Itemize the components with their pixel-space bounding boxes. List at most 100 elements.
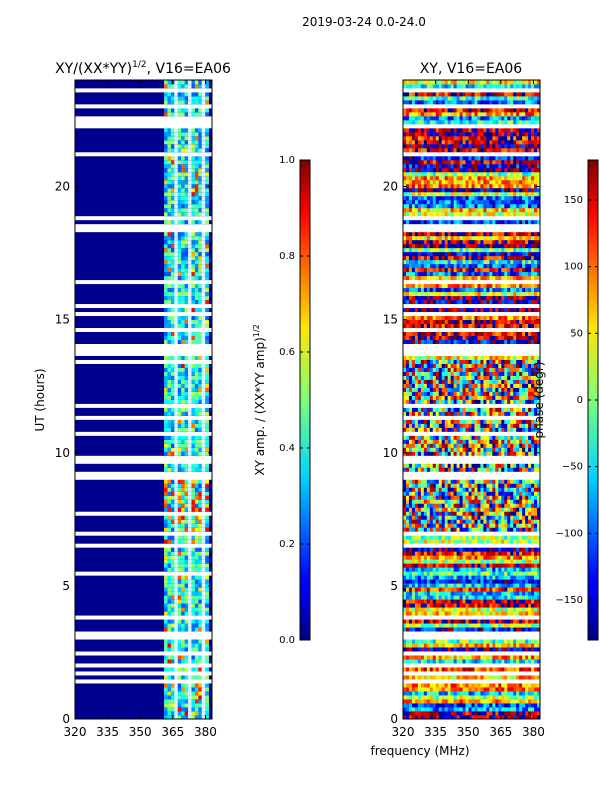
phase-heatmap-cell [463,619,466,623]
amplitude-heatmap-cell [202,364,206,368]
phase-heatmap-cell [409,380,412,384]
amplitude-heatmap-cell [174,427,178,431]
phase-heatmap-cell [448,607,451,611]
phase-heatmap-cell [403,523,406,527]
phase-heatmap-cell [516,623,519,627]
phase-heatmap-cell [442,519,445,523]
amplitude-heatmap-row-gap [75,304,212,308]
phase-heatmap-cell [477,491,480,495]
phase-heatmap-cell [463,396,466,400]
amplitude-heatmap-cell [202,579,206,583]
phase-heatmap-cell [433,675,436,679]
amplitude-heatmap-cell [174,707,178,711]
phase-heatmap-cell [480,463,483,467]
phase-heatmap-cell [433,439,436,443]
phase-heatmap-cell [492,707,495,711]
phase-heatmap-cell [424,507,427,511]
amplitude-heatmap-cell [167,439,171,443]
amplitude-heatmap-cell [188,332,192,336]
phase-heatmap-cell [451,603,454,607]
phase-heatmap-cell [522,547,525,551]
phase-heatmap-cell [439,483,442,487]
phase-heatmap-cell [525,499,528,503]
amplitude-heatmap-cell [181,160,185,164]
amplitude-heatmap-cell [174,108,178,112]
phase-heatmap-cell [519,499,522,503]
phase-heatmap-cell [406,447,409,451]
amplitude-heatmap-cell [188,184,192,188]
phase-heatmap-cell [421,487,424,491]
phase-heatmap-cell [510,503,513,507]
phase-heatmap-cell [516,499,519,503]
phase-heatmap-cell [442,639,445,643]
amplitude-heatmap-cell [205,483,209,487]
amplitude-heatmap-cell [188,507,192,511]
amplitude-heatmap-cell [188,316,192,320]
amplitude-heatmap-cell [188,364,192,368]
amplitude-heatmap-cell [198,108,202,112]
amplitude-heatmap-cell [205,647,209,651]
phase-heatmap-cell [498,463,501,467]
amplitude-heatmap-cell [202,368,206,372]
phase-heatmap-cell [454,491,457,495]
phase-heatmap-cell [472,427,475,431]
amplitude-heatmap-cell [202,675,206,679]
phase-heatmap-cell [418,647,421,651]
phase-heatmap-cell [516,707,519,711]
amplitude-heatmap-cell [171,276,175,280]
phase-heatmap-cell [442,511,445,515]
amplitude-heatmap-cell [195,192,199,196]
phase-heatmap-cell [409,559,412,563]
phase-heatmap-cell [466,639,469,643]
phase-heatmap-cell [463,551,466,555]
phase-heatmap-cell [403,591,406,595]
phase-heatmap-cell [454,463,457,467]
phase-heatmap-cell [403,587,406,591]
amplitude-heatmap-cell [174,84,178,88]
amplitude-heatmap-cell [198,100,202,104]
phase-heatmap-cell [412,583,415,587]
amplitude-heatmap-row-gap [75,116,212,120]
phase-heatmap-cell [448,683,451,687]
phase-heatmap-cell [474,599,477,603]
phase-heatmap-cell [519,551,522,555]
phase-heatmap-cell [504,707,507,711]
phase-heatmap-cell [439,607,442,611]
amplitude-heatmap-cell [195,491,199,495]
phase-heatmap-cell [421,667,424,671]
phase-heatmap-cell [472,707,475,711]
phase-heatmap-cell [501,423,504,427]
phase-heatmap-cell [483,711,486,715]
phase-heatmap-cell [442,563,445,567]
phase-heatmap-cell [522,683,525,687]
phase-heatmap-cell [442,595,445,599]
phase-heatmap-cell [430,643,433,647]
phase-heatmap-cell [406,503,409,507]
phase-heatmap-cell [525,599,528,603]
phase-heatmap-cell [457,675,460,679]
amplitude-heatmap-cell [174,503,178,507]
phase-heatmap-cell [409,443,412,447]
amplitude-heatmap-cell [174,180,178,184]
amplitude-heatmap-cell [174,519,178,523]
phase-heatmap-cell [406,380,409,384]
phase-heatmap-cell [522,503,525,507]
phase-heatmap-cell [463,439,466,443]
phase-heatmap-cell [451,443,454,447]
phase-heatmap-cell [489,551,492,555]
phase-heatmap-cell [433,691,436,695]
phase-heatmap-cell [486,463,489,467]
phase-heatmap-cell [474,563,477,567]
amplitude-heatmap-cell [195,547,199,551]
phase-heatmap-cell [445,515,448,519]
phase-heatmap-cell [466,407,469,411]
phase-heatmap-cell [457,423,460,427]
phase-heatmap-cell [513,619,516,623]
phase-heatmap-cell [454,667,457,671]
phase-heatmap-cell [415,599,418,603]
amplitude-heatmap-cell [178,132,182,136]
phase-heatmap-cell [525,659,528,663]
phase-heatmap-cell [480,539,483,543]
amplitude-heatmap-cell [181,132,185,136]
phase-heatmap-cell [451,519,454,523]
